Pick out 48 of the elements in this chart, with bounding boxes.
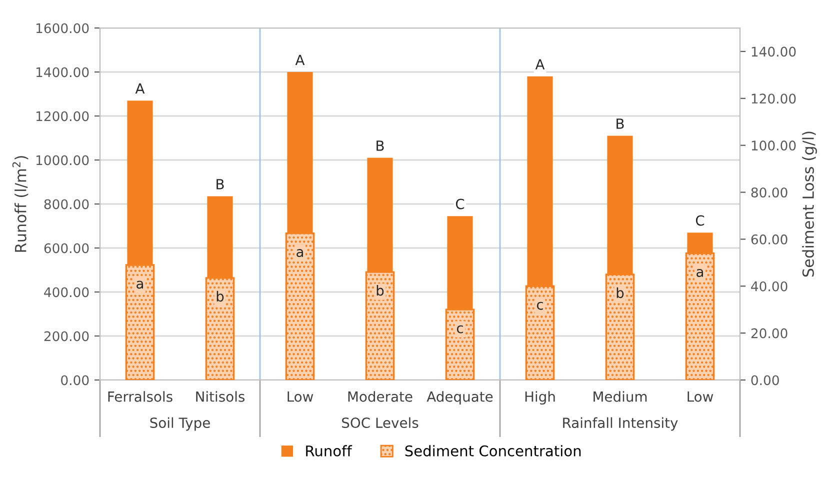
y-tick-label: 1600.00 [36, 23, 89, 34]
data-label: b [616, 287, 624, 298]
data-label: c [456, 325, 463, 334]
data-label: A [535, 59, 545, 70]
y-tick-label: 0.00 [61, 375, 89, 386]
x-tick-label: Moderate [348, 391, 412, 402]
data-label: c [536, 302, 543, 310]
x-tick-label: Medium [594, 391, 647, 402]
x-tick-label: Nitisols [196, 391, 245, 402]
y2-axis-title: Sediment Loss (g/l) [802, 132, 817, 277]
y-tick-label: 1400.00 [36, 67, 89, 78]
x-tick-label: Low [688, 392, 714, 402]
data-label: A [135, 83, 145, 94]
y-tick-label: 400.00 [44, 287, 89, 298]
y2-tick-label: 100.00 [752, 140, 796, 151]
legend-label: Sediment Concentration [405, 445, 581, 456]
y-tick-label: 1000.00 [36, 155, 89, 166]
y-axis-title: Runoff (l/m$^{2}$) [12, 156, 28, 252]
y2-tick-label: 60.00 [751, 234, 788, 244]
y-tick-label: 600.00 [44, 243, 89, 254]
data-label: C [696, 215, 704, 226]
x-tick-label: Low [288, 392, 314, 402]
x-tick-label: Ferralsols [108, 391, 172, 402]
data-label: a [136, 280, 143, 289]
y-tick-label: 1200.00 [36, 111, 89, 122]
data-label: a [296, 249, 303, 258]
text: Rainfall Intensity [563, 417, 678, 431]
data-label: A [295, 54, 305, 65]
data-label: B [376, 140, 384, 151]
y-tick-label: 200.00 [44, 331, 89, 342]
x-tick-label: High [525, 391, 555, 405]
data-label: B [216, 179, 224, 190]
text: Soil Type [150, 417, 210, 431]
data-label: b [216, 290, 224, 302]
x-tick-label: Adequate [426, 391, 493, 405]
y2-tick-label: 20.00 [751, 328, 788, 338]
y2-tick-label: 140.00 [752, 46, 796, 57]
data-label: B [616, 118, 624, 129]
y2-tick-label: 80.00 [751, 187, 788, 198]
y2-tick-label: 0.00 [751, 375, 779, 386]
data-label: a [696, 269, 703, 277]
y2-tick-label: 120.00 [752, 94, 796, 104]
data-label: C [456, 198, 464, 210]
y2-tick-label: 40.00 [751, 281, 788, 292]
legend-label: Runoff [306, 445, 352, 456]
text: SOC Levels [342, 417, 418, 428]
data-label: b [376, 285, 384, 296]
y-tick-label: 800.00 [44, 199, 89, 210]
